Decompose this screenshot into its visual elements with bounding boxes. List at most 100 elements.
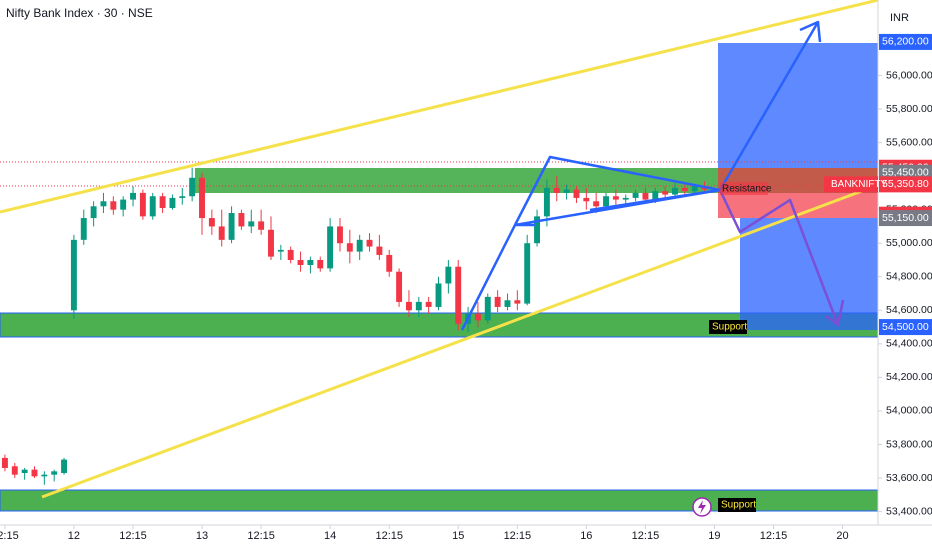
logo-bolt [698, 500, 706, 514]
x-tick-label: 19 [708, 530, 720, 542]
y-tick-label: 53,400.00 [886, 505, 932, 517]
candle-body [386, 254, 393, 272]
currency: INR [890, 12, 909, 24]
candle-body [425, 301, 432, 307]
candle-body [317, 259, 324, 269]
candle-body [100, 201, 107, 207]
down-arrow [718, 189, 840, 326]
candle-body [691, 186, 698, 192]
candle-body [534, 216, 541, 244]
series-tag-box [824, 176, 878, 193]
candle-body [484, 296, 491, 321]
candle-body [149, 196, 156, 217]
arrow-head [825, 299, 845, 327]
annotation: Support [712, 322, 747, 333]
candles [1, 167, 708, 485]
candle-body [90, 206, 97, 219]
y-tick-label: 55,000.00 [886, 237, 932, 249]
channel-lower [41, 183, 879, 499]
candle-body [376, 246, 383, 255]
x-tick-label: 13 [196, 530, 208, 542]
candle-body [632, 192, 639, 198]
resistance-tag [720, 182, 768, 195]
candle-body [593, 201, 600, 207]
target-box-low [740, 218, 878, 330]
price-label-box [879, 176, 932, 193]
y-tick-label: 54,800.00 [886, 271, 932, 283]
arrow-head [799, 20, 822, 43]
candle-body [612, 196, 619, 200]
candle-body [563, 189, 570, 193]
candle-body [169, 197, 176, 208]
candle-body [366, 239, 373, 247]
y-tick-label: 53,800.00 [886, 438, 932, 450]
price-label: 54,500.00 [882, 321, 929, 333]
x-tick-label: 12:15 [632, 530, 660, 542]
price-label: 56,200.00 [882, 36, 929, 48]
candle-body [543, 187, 550, 217]
candle-body [445, 266, 452, 284]
candle-body [258, 221, 265, 230]
y-tick-label: 55,800.00 [886, 103, 932, 115]
candle-body [405, 301, 412, 311]
annotation: Resistance [722, 184, 772, 195]
price-label: 55,350.80 [882, 178, 929, 190]
candle-body [622, 197, 629, 200]
candle-body [51, 471, 58, 475]
candle-body [80, 218, 87, 240]
x-tick-label: 12:15 [0, 530, 19, 542]
x-tick-label: 15 [452, 530, 464, 542]
candle-body [603, 196, 609, 207]
x-tick-label: 16 [580, 530, 592, 542]
candle-body [455, 266, 462, 324]
chart-title: Nifty Bank Index · 30 · NSE [6, 6, 153, 20]
y-tick-label: 56,000.00 [886, 69, 932, 81]
candle-body [21, 469, 28, 474]
y-tick-label: 54,400.00 [886, 338, 932, 350]
support-tag [709, 320, 747, 334]
candle-body [139, 192, 146, 217]
candle-body [583, 197, 590, 202]
candle-body [268, 229, 274, 257]
candle-body [553, 187, 560, 193]
candle-body [337, 226, 343, 244]
candle-body [573, 189, 580, 198]
x-tick-label: 12:15 [247, 530, 275, 542]
candle-body [652, 191, 659, 200]
candle-body [662, 191, 669, 195]
annotation: Support [721, 500, 756, 511]
candle-body [396, 271, 403, 302]
candle-body [159, 196, 166, 208]
x-tick-label: 12:15 [119, 530, 147, 542]
candle-body [297, 259, 304, 266]
candle-body [179, 196, 186, 198]
candle-body [199, 177, 205, 219]
price-label: 55,150.00 [882, 212, 929, 224]
candle-body [228, 213, 235, 240]
price-label: 55,450.00 [882, 167, 929, 179]
candle-body [327, 226, 334, 269]
candle-body [248, 221, 255, 227]
candle-body [307, 259, 314, 266]
target-box [718, 43, 878, 168]
candle-body [61, 459, 68, 474]
candle-body [70, 239, 77, 311]
x-tick-label: 12:15 [375, 530, 403, 542]
candle-body [287, 249, 294, 260]
y-tick-label: 54,000.00 [886, 405, 932, 417]
price-label-box [879, 319, 932, 336]
candle-body [218, 226, 225, 240]
x-tick-label: 12 [68, 530, 80, 542]
candle-body [208, 218, 215, 227]
candle-body [31, 469, 38, 477]
price-axis [878, 0, 932, 550]
candle-body [1, 457, 8, 468]
y-tick-label: 54,200.00 [886, 371, 932, 383]
candle-body [672, 187, 678, 195]
x-tick-label: 14 [324, 530, 336, 542]
x-tick-label: 20 [836, 530, 848, 542]
candle-body [356, 239, 363, 252]
candle-body [681, 187, 688, 192]
